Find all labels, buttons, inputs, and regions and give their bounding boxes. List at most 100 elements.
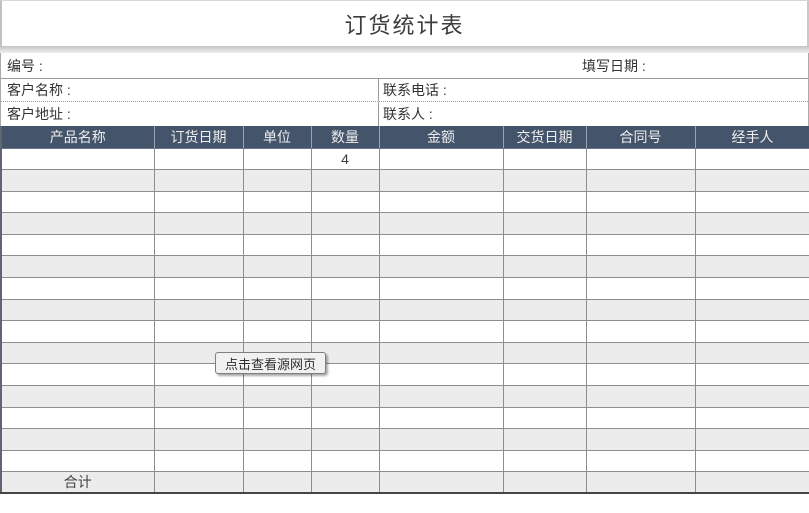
table-cell bbox=[0, 233, 155, 257]
table-cell bbox=[585, 320, 696, 343]
table-cell bbox=[694, 277, 809, 300]
address-row: 客户地址 : 联系人 : bbox=[1, 102, 808, 126]
table-cell bbox=[378, 277, 504, 300]
table-cell bbox=[0, 385, 155, 408]
table-cell bbox=[502, 190, 587, 214]
table-cell bbox=[242, 169, 312, 192]
table-cell bbox=[242, 298, 312, 322]
table-cell bbox=[502, 277, 587, 300]
table-cell bbox=[502, 428, 587, 451]
table-cell bbox=[502, 471, 587, 494]
table-cell bbox=[378, 385, 504, 408]
table-cell bbox=[242, 212, 312, 235]
table-cell bbox=[694, 147, 809, 171]
table-cell bbox=[0, 190, 155, 214]
table-row bbox=[0, 341, 809, 365]
table-cell bbox=[694, 320, 809, 343]
table-cell bbox=[502, 147, 587, 171]
table-cell bbox=[694, 212, 809, 235]
table-cell bbox=[242, 147, 312, 171]
tooltip: 点击查看源网页 bbox=[215, 352, 327, 374]
table-row: 4 bbox=[0, 147, 809, 171]
table-cell bbox=[0, 428, 155, 451]
table-cell bbox=[694, 471, 809, 494]
table-cell bbox=[694, 169, 809, 192]
table-cell bbox=[310, 471, 380, 494]
table-cell bbox=[0, 341, 155, 365]
table-cell bbox=[502, 363, 587, 387]
table-cell bbox=[585, 385, 696, 408]
table-cell bbox=[694, 341, 809, 365]
table-cell bbox=[242, 385, 312, 408]
table-cell bbox=[378, 428, 504, 451]
header-cell-4: 数量 bbox=[310, 126, 379, 149]
table-cell bbox=[585, 406, 696, 430]
table-cell bbox=[242, 406, 312, 430]
table-cell bbox=[0, 147, 155, 171]
table-cell bbox=[153, 169, 244, 192]
table-cell bbox=[0, 255, 155, 279]
table-cell bbox=[378, 147, 504, 171]
table-cell bbox=[153, 385, 244, 408]
table-cell bbox=[242, 255, 312, 279]
customer-row: 客户名称 : 联系电话 : bbox=[1, 79, 808, 102]
table-cell bbox=[310, 341, 380, 365]
header-cell-2: 订货日期 bbox=[153, 126, 243, 149]
table-cell bbox=[378, 449, 504, 473]
table-row bbox=[0, 212, 809, 235]
table-cell bbox=[502, 406, 587, 430]
table-cell bbox=[242, 449, 312, 473]
table-cell bbox=[694, 363, 809, 387]
table-cell bbox=[585, 233, 696, 257]
table-cell bbox=[153, 147, 244, 171]
page-title: 订货统计表 bbox=[344, 12, 465, 38]
table-body: 4 合计 bbox=[0, 147, 809, 494]
table-cell bbox=[310, 212, 380, 235]
table-cell bbox=[585, 298, 696, 322]
table-cell bbox=[378, 169, 504, 192]
table-cell bbox=[153, 320, 244, 343]
table-row bbox=[0, 385, 809, 408]
info-section: 编号 : 填写日期 : 客户名称 : 联系电话 : 客户地址 : 联系人 : bbox=[0, 53, 809, 126]
table-row bbox=[0, 363, 809, 387]
table-cell: 4 bbox=[310, 147, 380, 171]
table-cell bbox=[694, 385, 809, 408]
table-cell bbox=[378, 471, 504, 494]
table-cell bbox=[310, 406, 380, 430]
table-cell bbox=[378, 406, 504, 430]
header-cell-7: 合同号 bbox=[585, 126, 695, 149]
table-cell bbox=[153, 298, 244, 322]
table-cell bbox=[0, 320, 155, 343]
table-cell bbox=[502, 298, 587, 322]
table-row bbox=[0, 320, 809, 343]
table-cell bbox=[378, 341, 504, 365]
table-cell bbox=[242, 190, 312, 214]
table-cell bbox=[694, 233, 809, 257]
table-cell bbox=[153, 428, 244, 451]
table-cell bbox=[310, 277, 380, 300]
table-cell bbox=[310, 233, 380, 257]
table-cell bbox=[310, 169, 380, 192]
table-row bbox=[0, 255, 809, 279]
table-cell bbox=[0, 277, 155, 300]
table-cell bbox=[310, 428, 380, 451]
table-cell bbox=[153, 255, 244, 279]
table-cell bbox=[585, 277, 696, 300]
header-cell-8: 经手人 bbox=[694, 126, 809, 149]
table-cell bbox=[310, 298, 380, 322]
table-row bbox=[0, 428, 809, 451]
table-cell bbox=[153, 406, 244, 430]
number-row: 编号 : 填写日期 : bbox=[1, 53, 808, 79]
table-cell bbox=[378, 320, 504, 343]
table-cell bbox=[502, 212, 587, 235]
table-cell bbox=[502, 449, 587, 473]
number-label: 编号 : bbox=[7, 57, 43, 74]
table-cell bbox=[242, 233, 312, 257]
table-cell bbox=[378, 233, 504, 257]
table-cell bbox=[502, 320, 587, 343]
header-cell-6: 交货日期 bbox=[502, 126, 586, 149]
table-cell bbox=[378, 298, 504, 322]
table-cell bbox=[378, 363, 504, 387]
table-cell bbox=[694, 428, 809, 451]
